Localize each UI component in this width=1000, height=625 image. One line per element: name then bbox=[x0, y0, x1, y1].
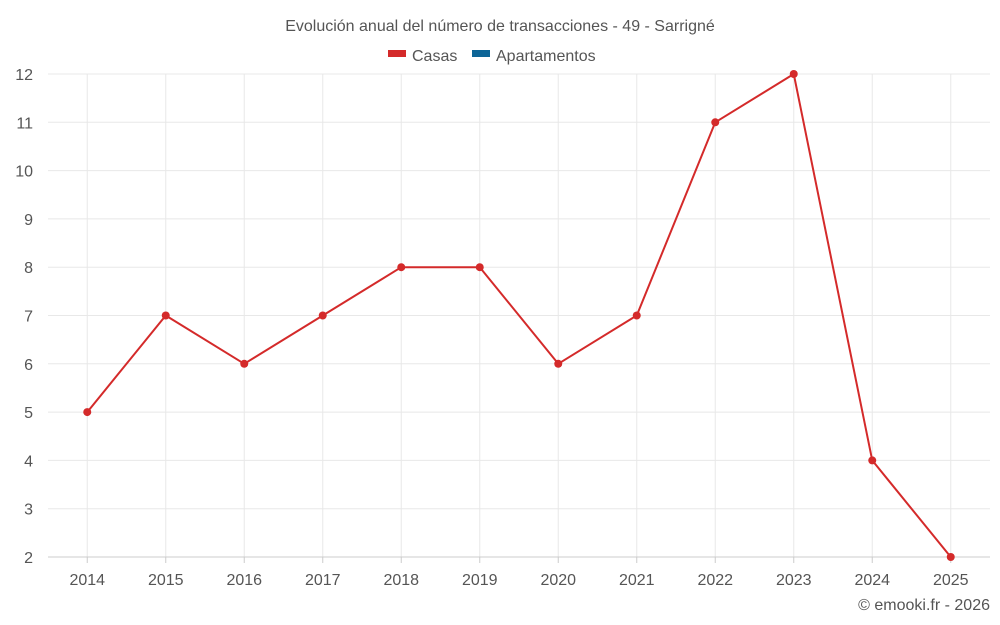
data-point-casas-2019[interactable] bbox=[475, 263, 484, 272]
y-tick-label: 7 bbox=[24, 309, 33, 326]
data-point-casas-2018[interactable] bbox=[397, 263, 406, 272]
y-tick-label: 5 bbox=[24, 405, 33, 422]
y-tick-label: 4 bbox=[24, 453, 33, 470]
x-tick-label: 2015 bbox=[148, 572, 184, 589]
data-point-casas-2025[interactable] bbox=[946, 553, 955, 561]
data-point-casas-2016[interactable] bbox=[240, 359, 249, 368]
data-point-casas-2020[interactable] bbox=[554, 359, 563, 368]
data-point-casas-2014[interactable] bbox=[83, 408, 92, 417]
x-tick-label: 2023 bbox=[776, 572, 812, 589]
x-tick-label: 2017 bbox=[305, 572, 341, 589]
axes bbox=[48, 556, 990, 563]
y-tick-label: 8 bbox=[24, 260, 33, 277]
x-axis-ticks: 2014 2015 2016 2017 2018 2019 2020 2021 2022 2023… bbox=[69, 572, 968, 589]
y-tick-label: 10 bbox=[15, 164, 33, 181]
legend-swatch-apartamentos bbox=[472, 50, 490, 57]
series-line-casas bbox=[86, 73, 952, 558]
y-tick-label: 9 bbox=[24, 212, 33, 229]
legend-swatch-casas bbox=[388, 50, 406, 57]
credit-text: © emooki.fr - 2026 bbox=[858, 597, 990, 614]
data-point-casas-2015[interactable] bbox=[161, 311, 170, 320]
y-tick-label: 6 bbox=[24, 357, 33, 374]
y-tick-label: 3 bbox=[24, 502, 33, 519]
x-tick-label: 2020 bbox=[540, 572, 576, 589]
y-tick-label: 2 bbox=[24, 550, 33, 567]
y-tick-label: 12 bbox=[15, 67, 33, 84]
x-tick-label: 2024 bbox=[854, 572, 890, 589]
legend: Casas Apartamentos bbox=[388, 48, 596, 65]
y-axis-ticks: 2 3 4 5 6 7 8 9 10 11 12 bbox=[15, 67, 33, 567]
x-tick-label: 2022 bbox=[697, 572, 733, 589]
legend-label-apartamentos[interactable]: Apartamentos bbox=[496, 48, 596, 65]
series-casas bbox=[83, 70, 955, 561]
data-point-casas-2023[interactable] bbox=[789, 70, 798, 78]
x-tick-label: 2025 bbox=[933, 572, 969, 589]
data-point-casas-2021[interactable] bbox=[632, 311, 641, 320]
chart-title: Evolución anual del número de transaccio… bbox=[285, 18, 715, 35]
x-tick-label: 2021 bbox=[619, 572, 655, 589]
x-tick-label: 2019 bbox=[462, 572, 498, 589]
x-tick-label: 2016 bbox=[226, 572, 262, 589]
x-tick-label: 2014 bbox=[69, 572, 105, 589]
data-point-casas-2024[interactable] bbox=[868, 456, 877, 465]
y-tick-label: 11 bbox=[16, 115, 33, 132]
x-tick-label: 2018 bbox=[383, 572, 419, 589]
data-point-casas-2017[interactable] bbox=[318, 311, 327, 320]
data-point-casas-2022[interactable] bbox=[711, 118, 720, 127]
legend-label-casas[interactable]: Casas bbox=[412, 48, 457, 65]
